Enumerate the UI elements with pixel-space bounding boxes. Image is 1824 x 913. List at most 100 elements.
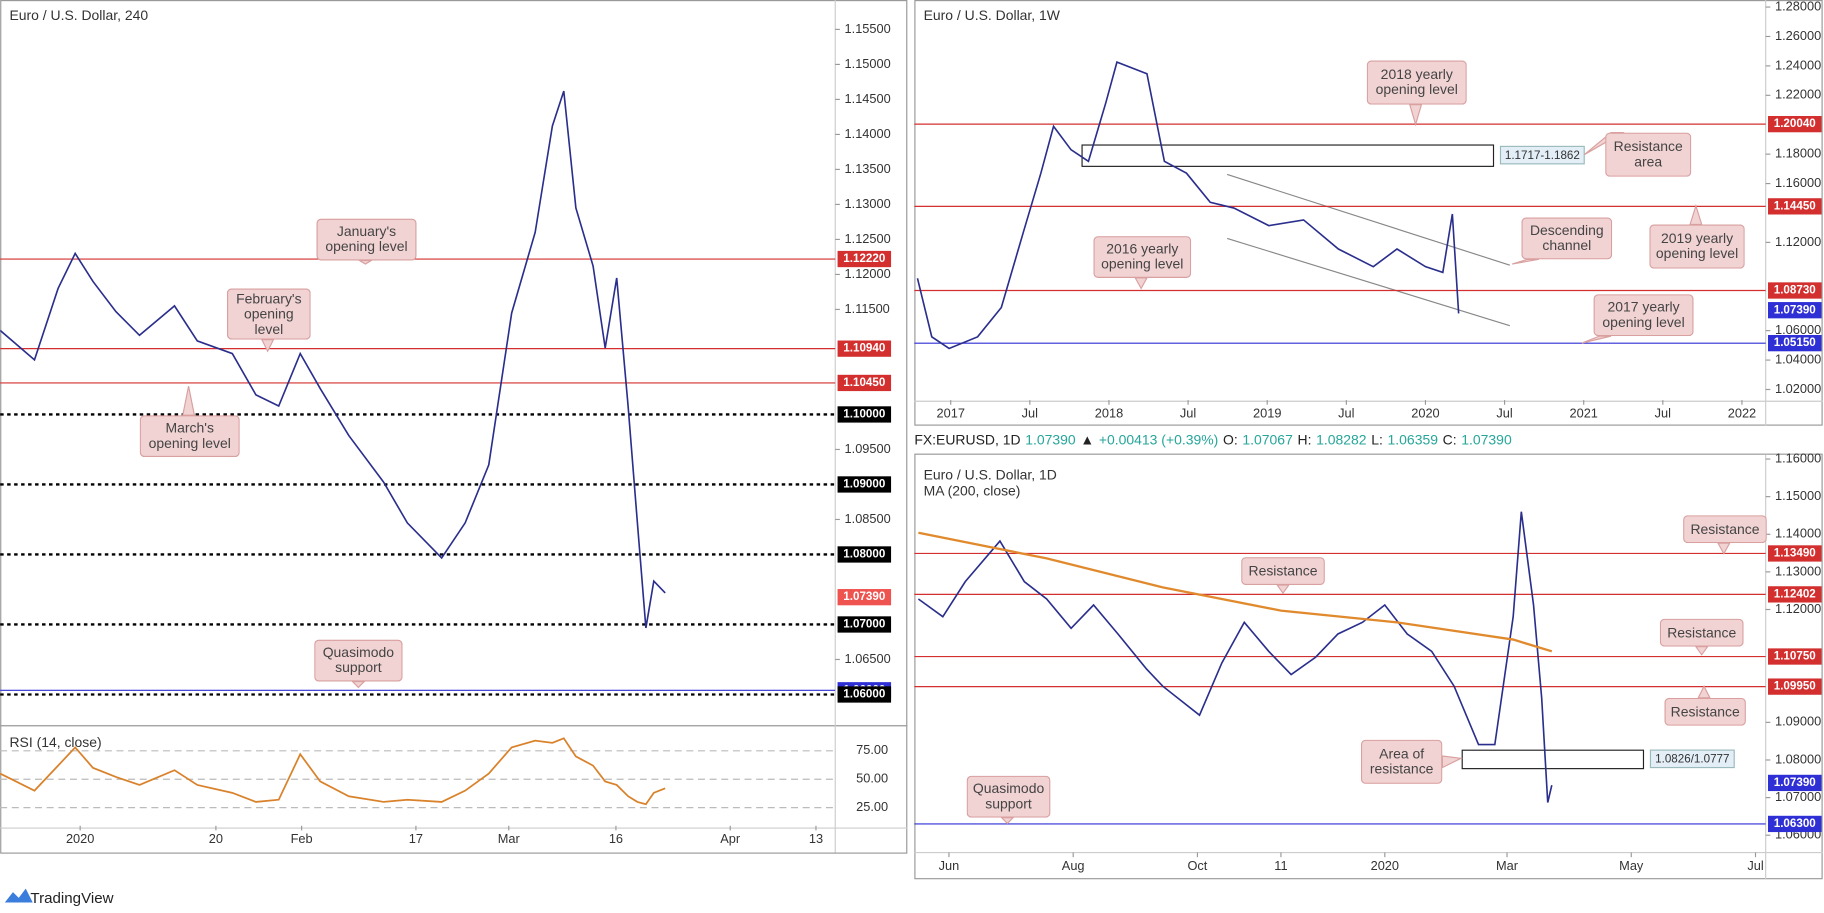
annotation: 2018 yearly opening level: [1366, 60, 1467, 105]
y-tick-label: 1.15000: [1775, 488, 1821, 503]
rsi-tick-label: 50.00: [856, 771, 888, 786]
info-item: +0.00413 (+0.39%): [1098, 431, 1219, 448]
y-tick-label: 1.14000: [1775, 526, 1821, 541]
price-line: [918, 531, 1553, 653]
callout: 2016 yearly opening level: [1093, 236, 1192, 278]
x-tick-label: Mar: [1496, 858, 1519, 873]
y-tick-label: 1.26000: [1775, 28, 1821, 43]
annotation: 2016 yearly opening level: [1093, 236, 1192, 278]
annotation: Resistance area: [1605, 132, 1692, 177]
panel-frame: [914, 0, 1823, 426]
channel-line: [1227, 173, 1510, 266]
info-item: 1.08282: [1316, 431, 1367, 448]
y-tick-label: 1.24000: [1775, 57, 1821, 72]
x-tick-label: 2018: [1095, 405, 1123, 420]
annotation: 2019 yearly opening level: [1649, 224, 1745, 269]
annotation: Quasimodo support: [966, 775, 1051, 818]
x-tick-label: Aug: [1062, 858, 1085, 873]
y-tick-label: 1.04000: [1775, 351, 1821, 366]
level-label: 1.06300: [1774, 817, 1816, 830]
level-label-box: [1768, 648, 1822, 665]
y-tick-label: 1.15500: [845, 21, 891, 36]
x-tick-label: Jul: [1747, 858, 1763, 873]
callout-pointer: [1134, 277, 1148, 290]
level-label-box: [1768, 335, 1822, 352]
callout: Resistance: [1659, 618, 1744, 647]
level-label-box: [1768, 586, 1822, 603]
y-tick-label: 1.12000: [1775, 601, 1821, 616]
info-item: H:: [1297, 431, 1312, 448]
annotation: Descending channel: [1521, 217, 1613, 260]
callout: March's opening level: [139, 415, 240, 458]
level-label-box: [1768, 302, 1822, 319]
chart-title: Euro / U.S. Dollar, 1D: [924, 466, 1057, 482]
y-tick-label: 1.16000: [1775, 450, 1821, 465]
x-tick-label: Jul: [1338, 405, 1354, 420]
level-label: 1.09000: [843, 478, 885, 491]
callout-pointer: [1697, 684, 1711, 699]
x-tick-label: 2020: [1371, 858, 1399, 873]
info-item: L:: [1371, 431, 1383, 448]
level-label: 1.06000: [843, 688, 885, 701]
x-tick-label: Jul: [1655, 405, 1671, 420]
callout: Resistance area: [1605, 132, 1692, 177]
callout-pointer: [1581, 335, 1612, 344]
x-tick-label: 2020: [1411, 405, 1439, 420]
level-label: 1.10940: [843, 342, 885, 355]
callout: Area of resistance: [1360, 739, 1443, 784]
panel-frame: [914, 453, 1823, 880]
x-tick-label: Jul: [1496, 405, 1512, 420]
price-line: [916, 61, 1460, 350]
callout-pointer: [351, 680, 366, 689]
level-label-box: [837, 686, 892, 703]
y-tick-label: 1.13000: [1775, 563, 1821, 578]
level-label-box: [1768, 678, 1822, 695]
callout: Resistance: [1683, 515, 1767, 544]
annotation: 2017 yearly opening level: [1593, 294, 1694, 337]
x-tick-label: 2019: [1253, 405, 1281, 420]
level-label: 1.10750: [1774, 650, 1816, 663]
y-tick-label: 1.09000: [1775, 714, 1821, 729]
level-label: 1.10000: [843, 408, 885, 421]
x-tick-label: 2017: [937, 405, 965, 420]
level-label-box: [837, 546, 892, 563]
rsi-line: [0, 737, 666, 806]
callout-pointer: [1511, 258, 1539, 265]
level-label: 1.12402: [1774, 587, 1816, 600]
level-label: 1.07000: [843, 618, 885, 631]
zone-label: 1.0826/1.0777: [1655, 752, 1729, 765]
callout-pointer: [1694, 646, 1709, 656]
zone-box: [1461, 749, 1645, 770]
level-label: 1.09950: [1774, 680, 1816, 693]
callout-pointer: [1441, 755, 1463, 769]
x-tick-label: 2020: [66, 831, 94, 846]
x-tick-label: Jun: [939, 858, 960, 873]
y-tick-label: 1.28000: [1775, 0, 1821, 13]
chart-title: Euro / U.S. Dollar, 240: [9, 7, 148, 23]
level-label: 1.07390: [843, 590, 885, 603]
zone-label: 1.1717-1.1862: [1505, 149, 1580, 162]
info-item: FX:EURUSD, 1D: [914, 431, 1021, 448]
callout-pointer: [357, 259, 374, 265]
rsi-title: RSI (14, close): [9, 734, 101, 750]
price-line: [917, 511, 1553, 803]
y-tick-label: 1.14000: [845, 126, 891, 141]
x-tick-label: 17: [409, 831, 423, 846]
info-bar: FX:EURUSD, 1D 1.07390 ▲ +0.00413 (+0.39%) O:…: [914, 431, 1728, 447]
x-tick-label: 2022: [1728, 405, 1756, 420]
info-line: FX:EURUSD, 1D 1.07390 ▲ +0.00413 (+0.39%) O:…: [914, 431, 1728, 447]
level-label-box: [1768, 282, 1822, 299]
x-tick-label: 11: [1274, 858, 1287, 873]
y-tick-label: 1.12000: [845, 266, 891, 281]
callout: February's opening level: [226, 288, 311, 340]
annotation: Area of resistance: [1360, 739, 1443, 784]
callout-pointer: [1717, 542, 1731, 555]
level-label-box: [837, 476, 892, 493]
x-tick-label: Oct: [1187, 858, 1207, 873]
x-tick-label: 13: [809, 831, 823, 846]
info-item: 1.07390: [1025, 431, 1076, 448]
x-tick-label: 2021: [1569, 405, 1597, 420]
y-tick-label: 1.15000: [845, 56, 891, 71]
y-tick-label: 1.09500: [845, 441, 891, 456]
callout: Quasimodo support: [314, 639, 403, 682]
